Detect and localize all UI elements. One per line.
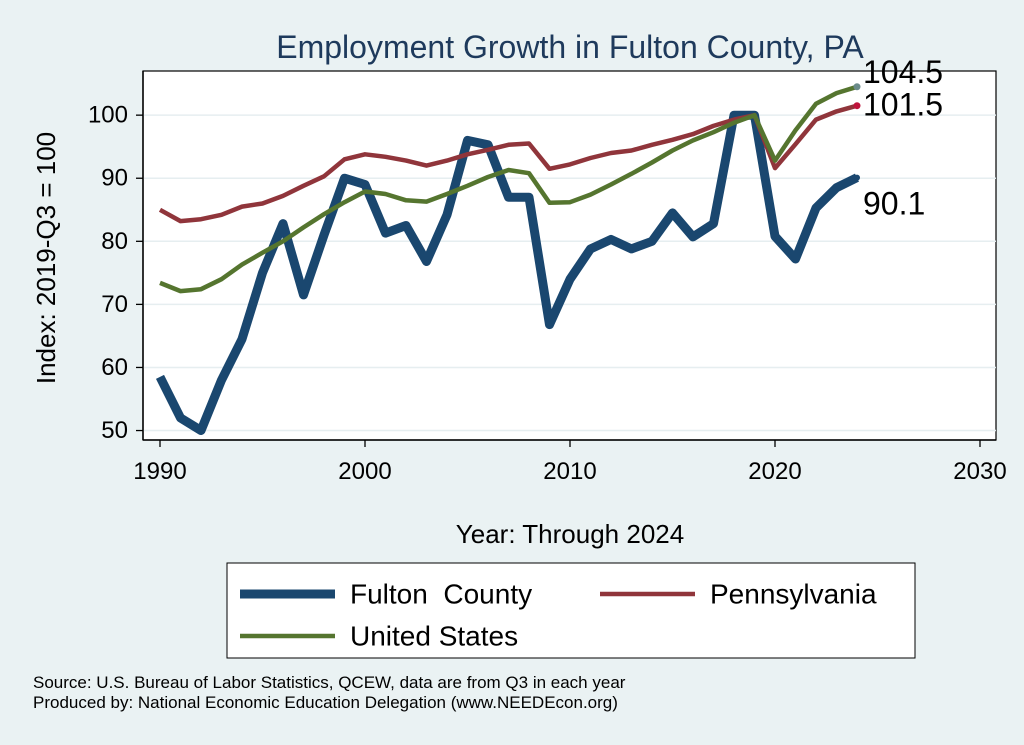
plot-area <box>142 70 997 441</box>
legend-label-fulton-county: Fulton County <box>350 579 532 610</box>
end-label-united-states: 104.5 <box>863 54 943 90</box>
grid-lines <box>143 114 996 432</box>
produced-by-note: Produced by: National Economic Education… <box>33 693 618 712</box>
y-axis-label: Index: 2019-Q3 = 100 <box>31 132 61 384</box>
end-marker-fulton-county <box>854 174 860 181</box>
end-label-pennsylvania: 101.5 <box>863 87 943 123</box>
y-tick-label-80: 80 <box>101 228 128 255</box>
end-label-fulton-county: 90.1 <box>863 186 925 222</box>
x-tick-label-1990: 1990 <box>133 458 186 485</box>
x-axis-ticks: 1990 2000 2010 2020 2030 <box>133 440 1007 485</box>
end-marker-pennsylvania <box>853 102 861 110</box>
series-line-fulton-county <box>155 110 859 435</box>
series-lines <box>155 84 859 435</box>
x-tick-label-2030: 2030 <box>953 458 1006 485</box>
end-marker-united-states <box>853 83 861 91</box>
series-line-united-states <box>159 84 858 294</box>
y-tick-label-90: 90 <box>101 165 128 192</box>
legend-label-united-states: United States <box>350 621 518 652</box>
y-axis-ticks: 50 60 70 80 90 100 <box>88 102 143 444</box>
y-tick-label-100: 100 <box>88 102 128 129</box>
legend-label-pennsylvania: Pennsylvania <box>710 579 877 610</box>
x-tick-label-2000: 2000 <box>338 458 391 485</box>
y-tick-label-70: 70 <box>101 291 128 318</box>
y-tick-label-60: 60 <box>101 354 128 381</box>
x-axis-label: Year: Through 2024 <box>456 519 684 549</box>
source-note: Source: U.S. Bureau of Labor Statistics,… <box>33 673 626 692</box>
chart-title: Employment Growth in Fulton County, PA <box>276 29 864 65</box>
legend-entries: Fulton County Pennsylvania United States <box>240 579 877 652</box>
x-tick-label-2010: 2010 <box>543 458 596 485</box>
y-tick-label-50: 50 <box>101 417 128 444</box>
legend <box>226 562 916 659</box>
x-tick-label-2020: 2020 <box>748 458 801 485</box>
